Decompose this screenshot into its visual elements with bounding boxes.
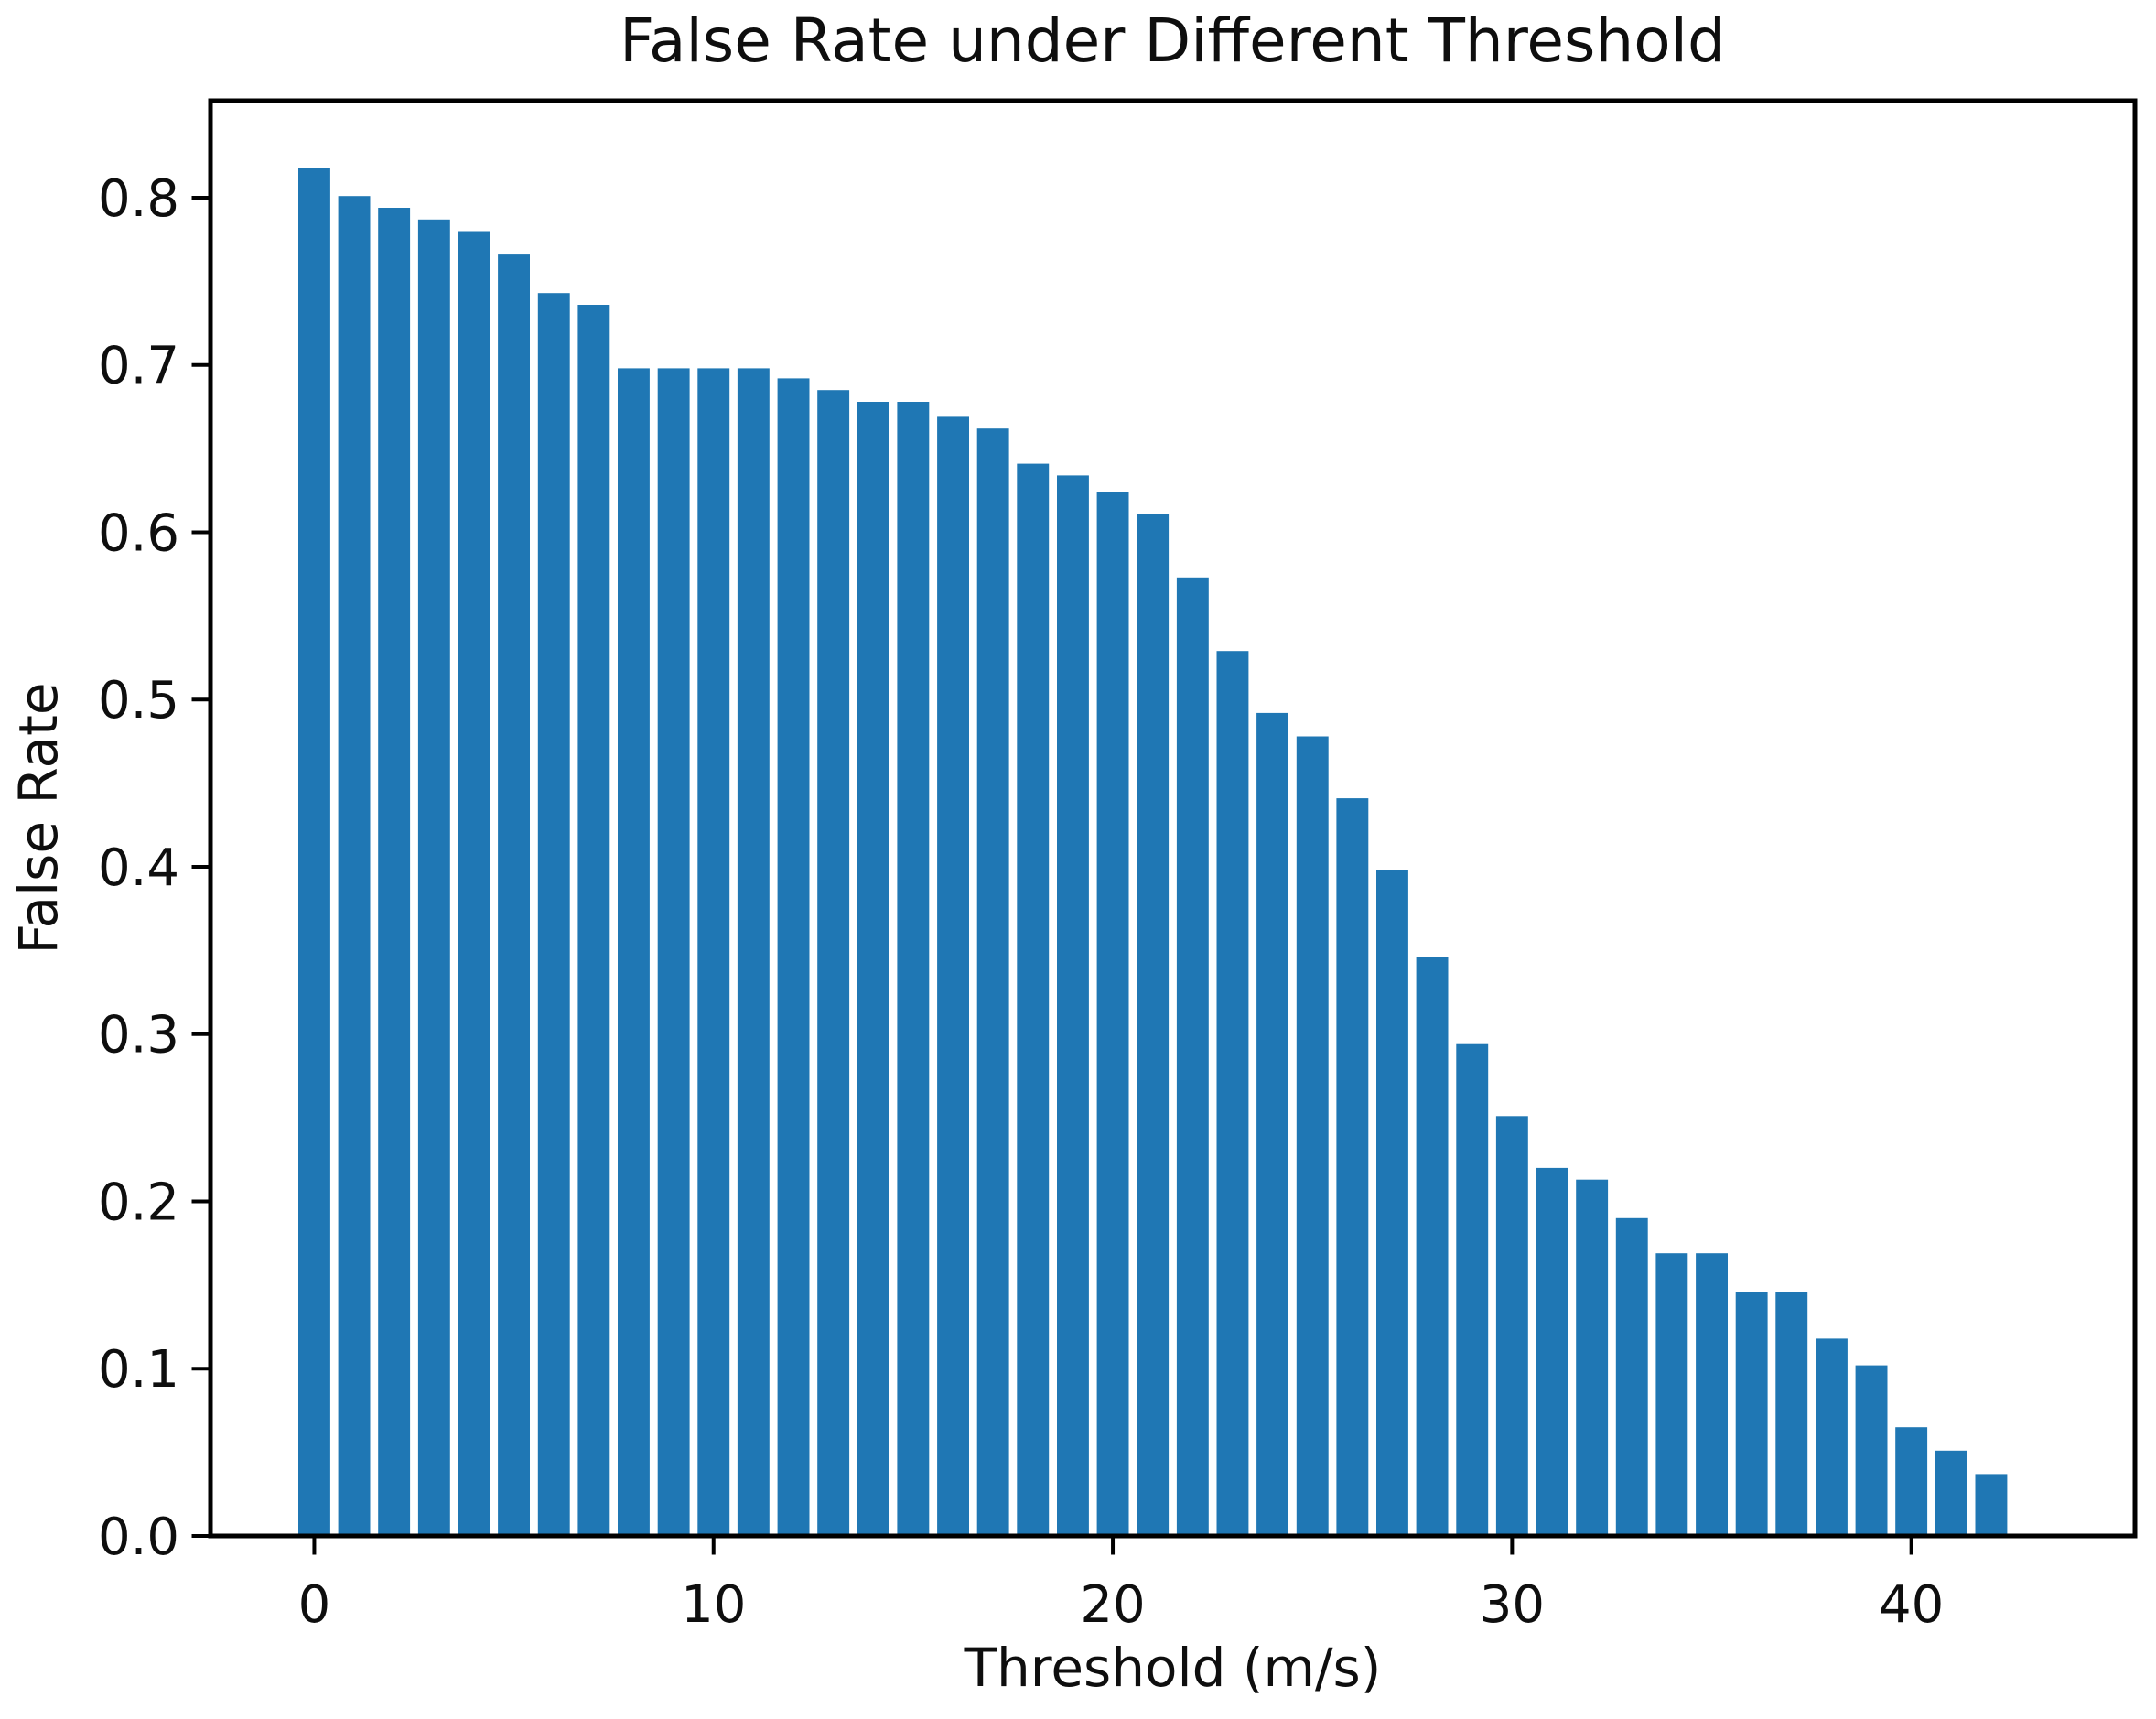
bar (1495, 1116, 1528, 1536)
bar (378, 208, 411, 1536)
bars (298, 168, 2008, 1537)
bar (1456, 1043, 1489, 1536)
bar (1096, 492, 1129, 1536)
bar (1696, 1253, 1728, 1536)
bar (1336, 798, 1369, 1536)
bar (697, 368, 730, 1536)
x-axis-label: Threshold (m/s) (964, 1637, 1382, 1699)
bar (657, 368, 690, 1536)
bar (1176, 577, 1209, 1536)
bar (1416, 957, 1449, 1536)
bar (577, 305, 610, 1536)
x-tick-label: 0 (298, 1575, 331, 1635)
y-tick-label: 0.1 (98, 1340, 179, 1400)
y-tick-label: 0.7 (98, 337, 179, 396)
y-tick-label: 0.8 (98, 169, 179, 229)
bar (498, 254, 530, 1537)
bar (777, 378, 810, 1536)
bar (1975, 1474, 2008, 1536)
bar (897, 402, 930, 1536)
x-tick-label: 10 (681, 1575, 746, 1635)
bar (338, 196, 371, 1537)
bar (417, 219, 450, 1536)
bar (1576, 1179, 1609, 1536)
plot-area-frame (208, 98, 2138, 1539)
bar (1376, 870, 1408, 1536)
bar (1775, 1292, 1808, 1536)
bar (458, 231, 490, 1536)
x-tick-label: 20 (1080, 1575, 1145, 1635)
bar (1655, 1253, 1688, 1536)
bar (1216, 651, 1249, 1536)
bar (737, 368, 770, 1536)
bar (1536, 1167, 1568, 1536)
y-tick-label: 0.4 (98, 838, 179, 898)
bar (1256, 712, 1288, 1536)
bar (1935, 1450, 1967, 1536)
bar (618, 368, 650, 1536)
chart-title: False Rate under Different Threshold (620, 5, 1726, 76)
bar (937, 416, 969, 1536)
x-tick-label: 30 (1480, 1575, 1545, 1635)
bar (537, 293, 570, 1537)
bar (1735, 1292, 1768, 1536)
bar (1137, 514, 1170, 1536)
bar (817, 390, 850, 1537)
x-tick-label: 40 (1879, 1575, 1944, 1635)
y-tick-label: 0.0 (98, 1508, 179, 1567)
bar (1296, 736, 1329, 1536)
bar (298, 168, 330, 1537)
axis-tick-labels: 0 10 20 30 40 0.0 0.1 0.2 0.3 0.4 0.5 0.6 0.7 0.8 (98, 169, 1944, 1635)
bar (857, 402, 889, 1536)
bar (1615, 1217, 1648, 1536)
bar (1057, 475, 1089, 1536)
axis-ticks (191, 195, 1913, 1555)
y-tick-label: 0.5 (98, 671, 179, 730)
bar (1895, 1427, 1928, 1536)
bar (1816, 1338, 1848, 1536)
y-tick-label: 0.3 (98, 1006, 179, 1065)
bar (1017, 463, 1050, 1537)
bar (976, 428, 1009, 1537)
y-axis-label: False Rate (7, 682, 70, 955)
bar (1855, 1365, 1888, 1536)
y-tick-label: 0.6 (98, 503, 179, 563)
y-tick-label: 0.2 (98, 1173, 179, 1232)
